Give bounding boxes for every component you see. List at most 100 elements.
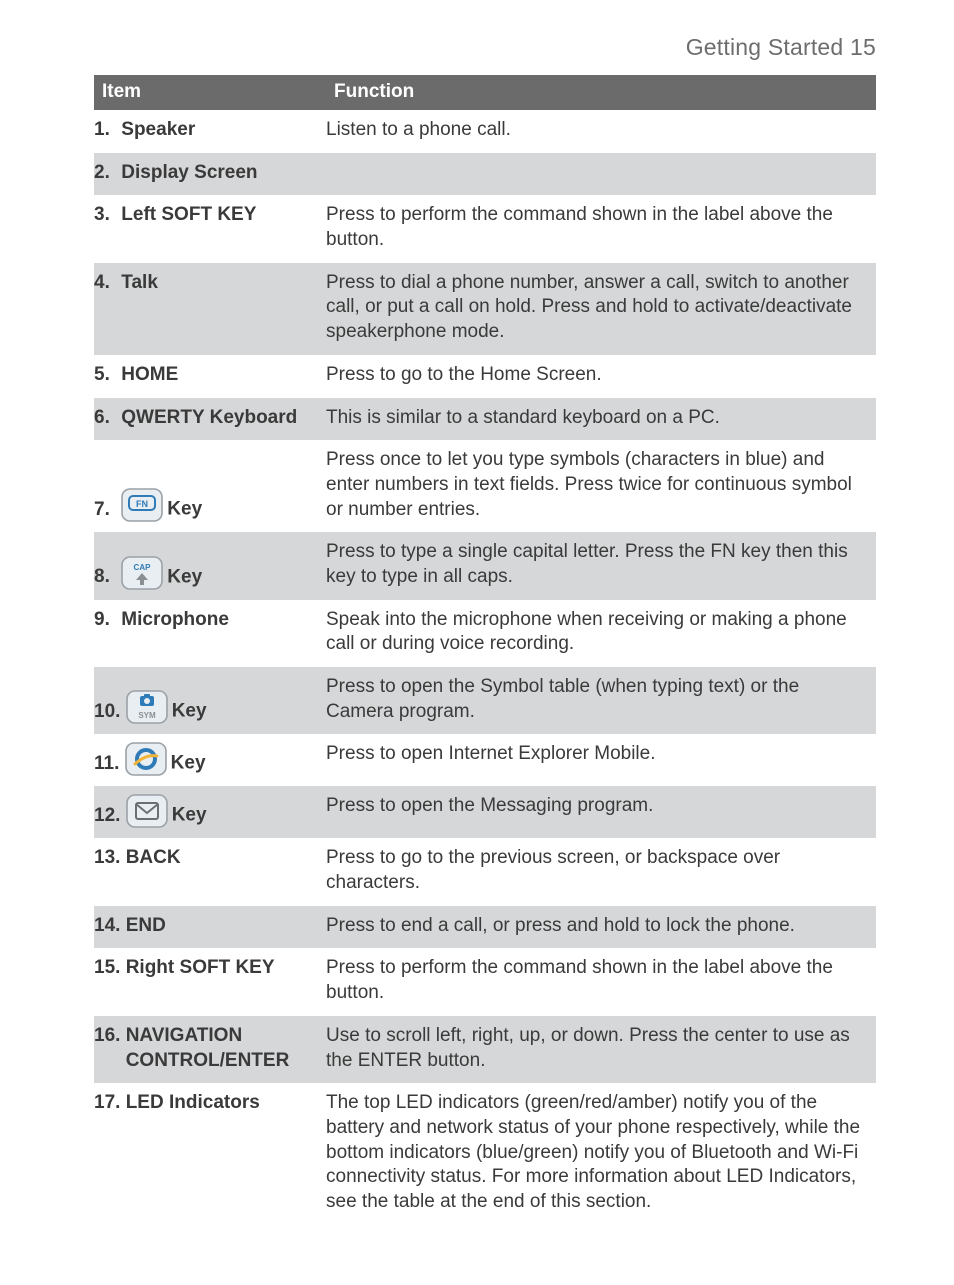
sym-key-icon: SYM [126,690,168,724]
item-label: BACK [126,847,181,868]
item-cell: 4. Talk [94,263,326,355]
svg-text:FN: FN [136,499,148,509]
page-header: Getting Started 15 [94,34,876,61]
item-cell: 6. QWERTY Keyboard [94,398,326,441]
table-row: 14. ENDPress to end a call, or press and… [94,906,876,949]
item-number: 6. [94,406,116,431]
item-label-wrap: Speaker [121,118,195,143]
item-number: 8. [94,565,116,590]
function-cell [326,153,876,196]
function-cell: Speak into the microphone when receiving… [326,600,876,667]
item-number: 17. [94,1091,120,1116]
item-label-wrap: Talk [121,271,158,296]
item-cell: 16. NAVIGATION CONTROL/ENTER [94,1016,326,1083]
item-label: HOME [121,364,178,385]
table-row: 6. QWERTY KeyboardThis is similar to a s… [94,398,876,441]
item-label: Key [167,499,202,520]
table-row: 5. HOMEPress to go to the Home Screen. [94,355,876,398]
item-label-wrap: HOME [121,363,178,388]
item-label-wrap: Left SOFT KEY [121,203,256,228]
item-label: Key [172,701,207,722]
item-label: LED Indicators [126,1092,260,1113]
table-row: 4. TalkPress to dial a phone number, ans… [94,263,876,355]
item-number: 12. [94,804,120,829]
item-label-wrap: Display Screen [121,161,257,186]
function-cell: Listen to a phone call. [326,110,876,153]
svg-text:SYM: SYM [138,711,156,720]
function-cell: Use to scroll left, right, up, or down. … [326,1016,876,1083]
table-row: 2. Display Screen [94,153,876,196]
item-number: 14. [94,914,120,939]
col-header-item: Item [94,75,326,110]
item-label-wrap: NAVIGATION CONTROL/ENTER [126,1024,316,1073]
function-cell: Press to open the Symbol table (when typ… [326,667,876,734]
item-label-wrap: Right SOFT KEY [126,956,275,981]
item-cell: 17. LED Indicators [94,1083,326,1224]
item-label: Speaker [121,119,195,140]
item-cell: 14. END [94,906,326,949]
item-cell: 12. Key [94,786,326,838]
function-cell: Press to type a single capital letter. P… [326,532,876,599]
item-label: Key [172,805,207,826]
item-number: 11. [94,752,119,777]
function-cell: Press to open the Messaging program. [326,786,876,838]
item-cell: 3. Left SOFT KEY [94,195,326,262]
table-row: 3. Left SOFT KEYPress to perform the com… [94,195,876,262]
item-label-wrap: Key [126,794,207,828]
item-label-wrap: FN Key [121,488,202,522]
item-number: 3. [94,203,116,228]
item-cell: 8. CAP Key [94,532,326,599]
manual-page: Getting Started 15 Item Function 1. Spea… [0,0,954,1285]
table-row: 12. KeyPress to open the Messaging progr… [94,786,876,838]
item-label-wrap: END [126,914,166,939]
function-cell: Press to open Internet Explorer Mobile. [326,734,876,786]
function-cell: Press to go to the previous screen, or b… [326,838,876,905]
item-number: 5. [94,363,116,388]
item-label-wrap: Key [125,742,206,776]
item-number: 4. [94,271,116,296]
table-row: 8. CAP KeyPress to type a single capital… [94,532,876,599]
item-number: 10. [94,700,120,725]
item-label: Microphone [121,609,229,630]
cap-key-icon: CAP [121,556,163,590]
function-cell: Press to go to the Home Screen. [326,355,876,398]
table-row: 10. SYM Key Press to open the Symbol table… [94,667,876,734]
item-label-wrap: SYM Key [126,690,207,724]
ie-key-icon [125,742,167,776]
msg-key-icon [126,794,168,828]
col-header-function: Function [326,75,876,110]
item-label: Left SOFT KEY [121,204,256,225]
item-function-table: Item Function 1. SpeakerListen to a phon… [94,75,876,1225]
item-label: NAVIGATION CONTROL/ENTER [126,1025,290,1071]
table-row: 16. NAVIGATION CONTROL/ENTERUse to scrol… [94,1016,876,1083]
item-number: 7. [94,498,116,523]
fn-key-icon: FN [121,488,163,522]
item-label: END [126,915,166,936]
item-label-wrap: LED Indicators [126,1091,260,1116]
item-cell: 1. Speaker [94,110,326,153]
function-cell: Press to perform the command shown in th… [326,195,876,262]
item-label-wrap: QWERTY Keyboard [121,406,297,431]
item-label: Key [167,566,202,587]
function-cell: The top LED indicators (green/red/amber)… [326,1083,876,1224]
item-label: QWERTY Keyboard [121,407,297,428]
table-row: 1. SpeakerListen to a phone call. [94,110,876,153]
item-cell: 9. Microphone [94,600,326,667]
table-row: 7. FN Key Press once to let you type symbo… [94,440,876,532]
table-row: 13. BACK Press to go to the previous scre… [94,838,876,905]
item-label: Display Screen [121,162,257,183]
item-number: 15. [94,956,120,981]
function-cell: Press once to let you type symbols (char… [326,440,876,532]
item-number: 2. [94,161,116,186]
table-row: 9. MicrophoneSpeak into the microphone w… [94,600,876,667]
item-label: Right SOFT KEY [126,957,275,978]
item-number: 13. [94,846,120,871]
item-cell: 5. HOME [94,355,326,398]
function-cell: This is similar to a standard keyboard o… [326,398,876,441]
item-cell: 7. FN Key [94,440,326,532]
table-row: 11. Key Press to open Internet Explorer M… [94,734,876,786]
item-number: 9. [94,608,116,633]
function-cell: Press to end a call, or press and hold t… [326,906,876,949]
item-label-wrap: CAP Key [121,556,202,590]
item-label-wrap: Microphone [121,608,229,633]
